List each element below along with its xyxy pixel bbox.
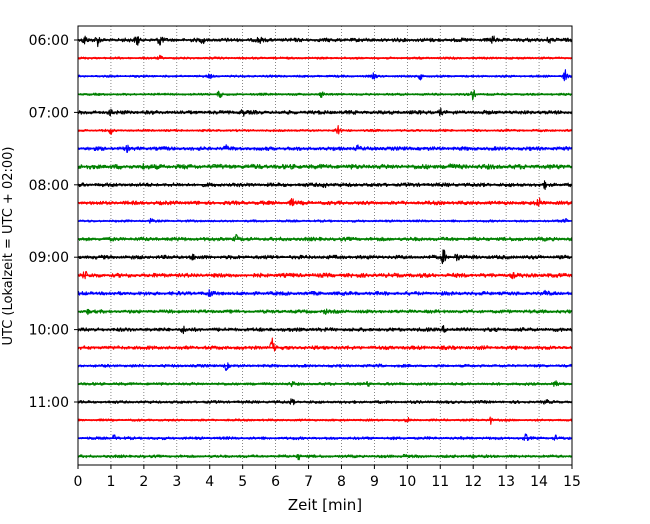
y-tick-label: 08:00 <box>29 178 69 194</box>
x-tick-label: 14 <box>530 474 548 490</box>
y-tick-label: 06:00 <box>29 33 69 49</box>
seismic-trace <box>77 233 573 242</box>
seismic-trace <box>77 197 573 207</box>
seismic-trace <box>77 89 573 101</box>
y-tick-label: 10:00 <box>29 323 69 339</box>
x-tick-label: 5 <box>238 474 247 490</box>
trace-layer <box>77 35 573 461</box>
seismic-trace <box>77 433 573 442</box>
y-tick-label: 07:00 <box>29 105 69 121</box>
plot-frame <box>77 25 573 466</box>
seismic-trace <box>77 324 573 335</box>
x-tick-label: 3 <box>172 474 181 490</box>
x-tick-label: 15 <box>563 474 581 490</box>
x-tick-label: 10 <box>398 474 416 490</box>
x-axis-ticks: 0 1 2 3 4 5 6 7 8 9 10 11 12 13 14 15 <box>74 465 581 490</box>
x-tick-label: 12 <box>464 474 482 490</box>
x-tick-label: 7 <box>304 474 313 490</box>
seismic-trace <box>77 337 573 352</box>
x-tick-label: 9 <box>370 474 379 490</box>
x-tick-label: 13 <box>497 474 515 490</box>
x-tick-label: 4 <box>205 474 214 490</box>
grid-layer <box>110 26 540 465</box>
x-tick-label: 11 <box>431 474 449 490</box>
y-axis-label: UTC (Lokalzeit = UTC + 02:00) <box>1 147 16 346</box>
y-tick-label: 11:00 <box>29 395 69 411</box>
y-tick-label: 09:00 <box>29 250 69 266</box>
x-tick-label: 8 <box>337 474 346 490</box>
x-tick-label: 1 <box>106 474 115 490</box>
seismic-trace <box>77 362 573 372</box>
x-tick-label: 6 <box>271 474 280 490</box>
seismic-trace <box>77 69 573 82</box>
y-axis-ticks: 06:00 07:00 08:00 09:00 10:00 11:00 <box>29 33 78 411</box>
x-tick-label: 0 <box>74 474 83 490</box>
x-axis-label: Zeit [min] <box>288 496 362 514</box>
seismic-trace <box>77 35 573 48</box>
x-tick-label: 2 <box>139 474 148 490</box>
